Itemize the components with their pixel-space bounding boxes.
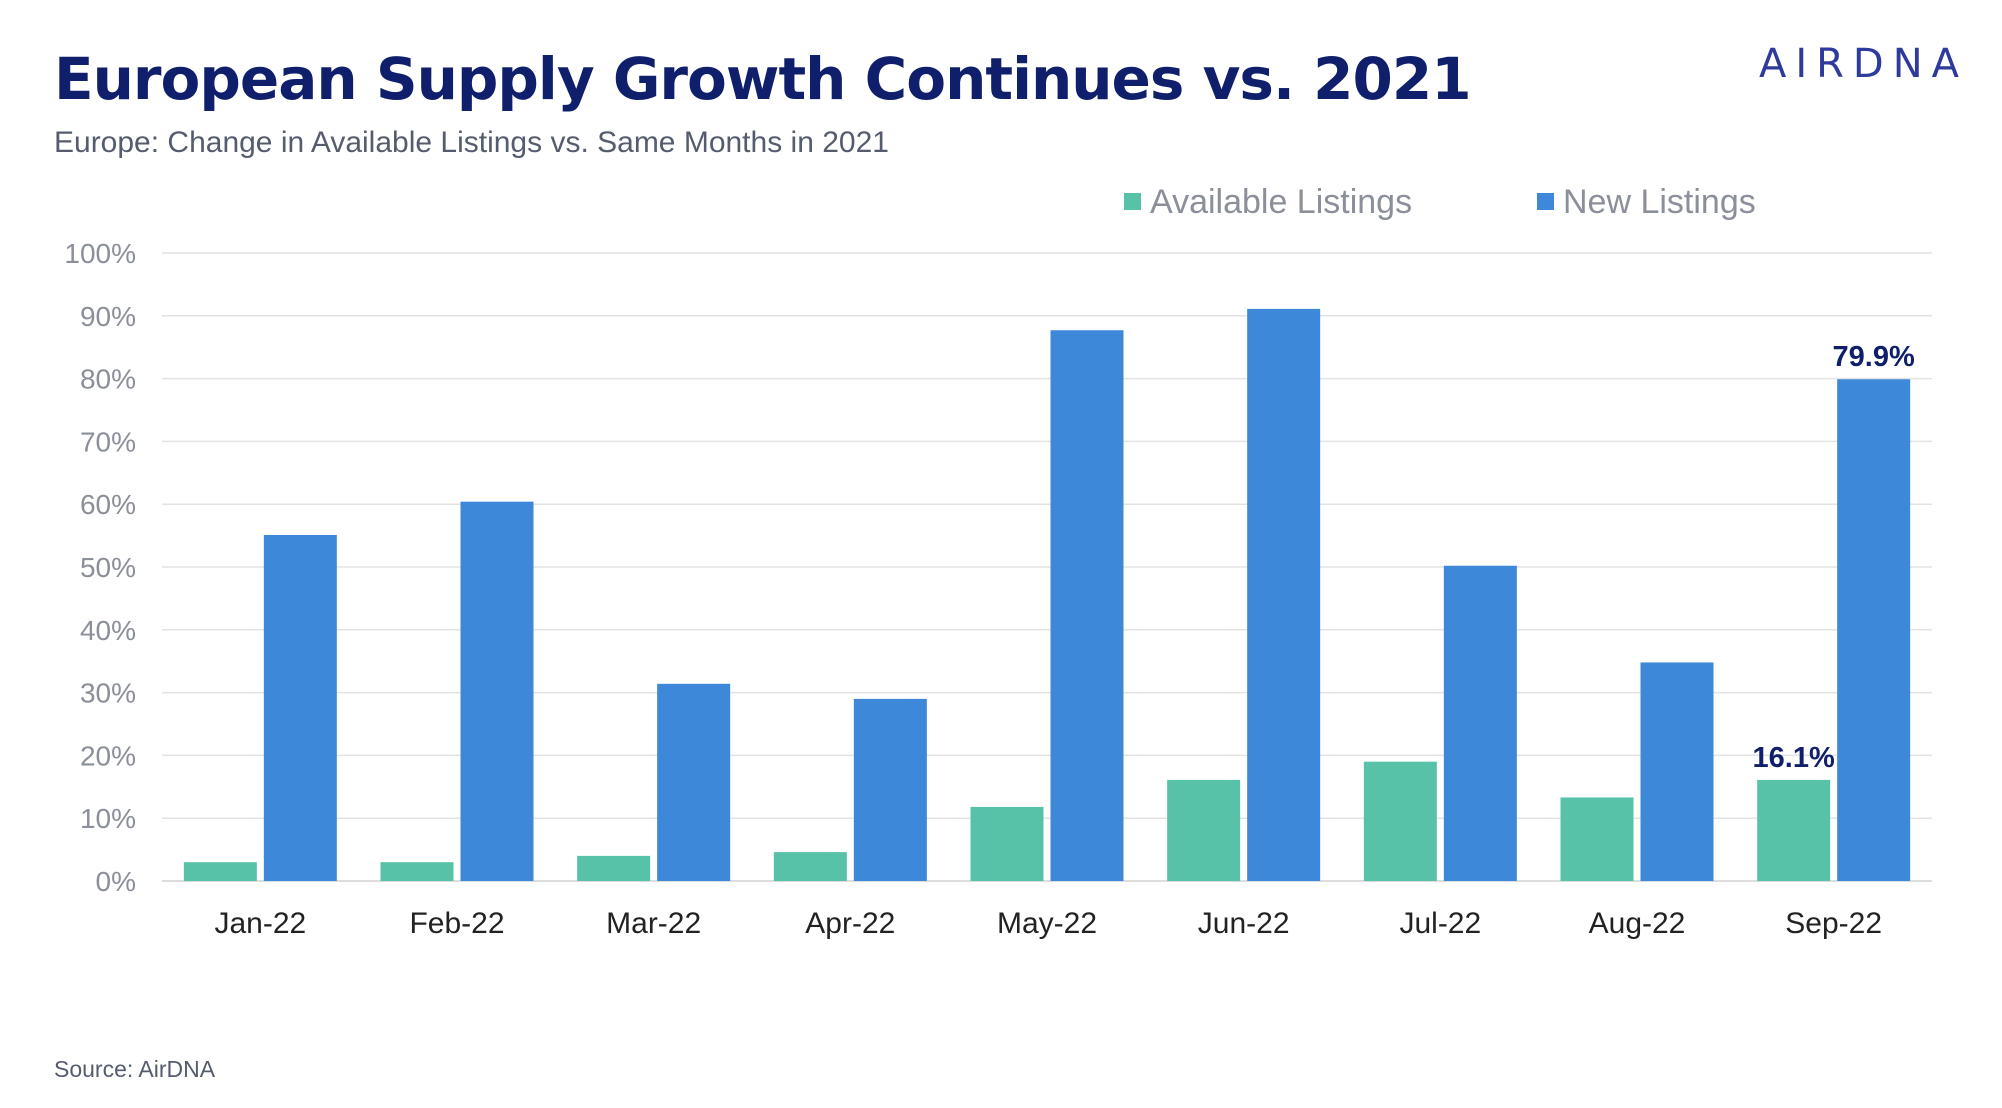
legend-swatch — [1124, 193, 1141, 210]
bar-new-listings — [1640, 662, 1714, 881]
y-tick-label: 10% — [80, 803, 136, 834]
x-tick-label: Aug-22 — [1589, 907, 1686, 940]
y-tick-label: 80% — [80, 364, 136, 395]
bar-available-listings — [1560, 797, 1634, 881]
airdna-logo: AIRDNA — [1758, 41, 1968, 87]
gridlines — [162, 252, 1932, 882]
x-tick-label: Jul-22 — [1399, 907, 1481, 940]
x-axis-ticks: Jan-22 Feb-22 Mar-22 Apr-22 May-22 Jun-22 Jul-… — [214, 907, 1882, 940]
bar-new-listings — [460, 501, 534, 881]
legend-swatch — [1537, 193, 1554, 210]
y-axis-ticks: 0% 10% 20% 30% 40% 50% 60% 70% 80% 90% 100% — [64, 238, 136, 897]
bar-new-listings — [263, 534, 337, 881]
data-labels: 16.1% 79.9% — [1753, 341, 1915, 774]
x-tick-label: Sep-22 — [1785, 907, 1882, 940]
y-tick-label: 90% — [80, 301, 136, 332]
bar-available-listings — [1363, 761, 1437, 881]
bar-available-listings — [1757, 779, 1831, 881]
y-tick-label: 50% — [80, 552, 136, 583]
chart-title: European Supply Growth Continues vs. 202… — [54, 45, 1472, 113]
x-tick-label: Apr-22 — [805, 907, 895, 940]
y-tick-label: 20% — [80, 740, 136, 771]
bar-new-listings — [1837, 379, 1911, 881]
chart-subtitle: Europe: Change in Available Listings vs.… — [54, 126, 889, 159]
bar-new-listings — [657, 683, 731, 881]
legend: Available Listings New Listings — [1124, 183, 1756, 221]
bar-available-listings — [183, 862, 257, 881]
bar-new-listings — [1050, 330, 1124, 881]
bar-new-listings — [853, 698, 927, 881]
bar-available-listings — [577, 855, 651, 881]
x-tick-label: Feb-22 — [409, 907, 504, 940]
y-tick-label: 30% — [80, 678, 136, 709]
x-tick-label: Mar-22 — [606, 907, 701, 940]
x-tick-label: Jan-22 — [214, 907, 306, 940]
bar-available-listings — [970, 806, 1044, 881]
x-tick-label: May-22 — [997, 907, 1097, 940]
y-tick-label: 0% — [96, 866, 136, 897]
legend-label: New Listings — [1563, 183, 1756, 221]
bar-new-listings — [1443, 565, 1517, 881]
source-note: Source: AirDNA — [54, 1056, 216, 1082]
bar-available-listings — [773, 852, 847, 881]
legend-label: Available Listings — [1150, 183, 1412, 221]
data-label: 16.1% — [1753, 742, 1835, 774]
y-tick-label: 40% — [80, 615, 136, 646]
bars — [183, 308, 1911, 882]
y-tick-label: 60% — [80, 489, 136, 520]
x-tick-label: Jun-22 — [1198, 907, 1290, 940]
bar-available-listings — [380, 862, 454, 881]
bar-new-listings — [1247, 308, 1321, 882]
bar-available-listings — [1167, 779, 1241, 881]
y-tick-label: 70% — [80, 426, 136, 457]
data-label: 79.9% — [1833, 341, 1915, 373]
y-tick-label: 100% — [64, 238, 136, 269]
